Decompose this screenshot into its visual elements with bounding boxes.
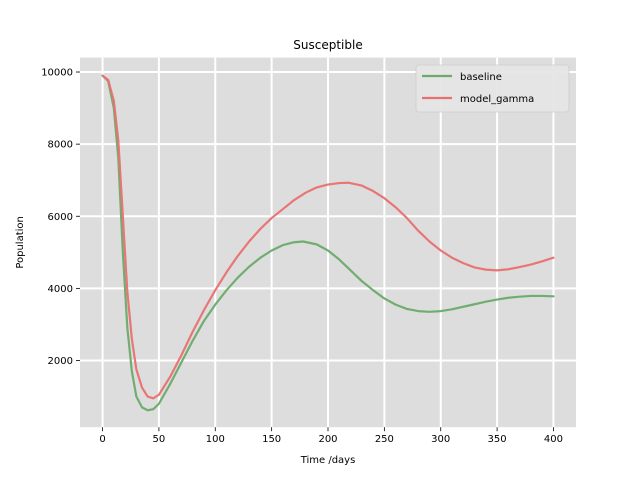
legend-label-model-gamma: model_gamma bbox=[460, 94, 534, 105]
legend: baseline model_gamma bbox=[415, 64, 570, 113]
tick-labels: 0 50 100 150 200 250 300 350 400 2000 4000 6000 8000… bbox=[41, 68, 563, 446]
x-tick-label: 250 bbox=[375, 434, 394, 445]
x-axis-label: Time /days bbox=[300, 455, 356, 466]
y-tick-label: 8000 bbox=[48, 140, 73, 151]
y-tick-label: 2000 bbox=[48, 356, 73, 367]
y-tick-label: 4000 bbox=[48, 284, 73, 295]
legend-box bbox=[415, 64, 570, 113]
y-axis-label: Population bbox=[15, 216, 26, 269]
series-line-model-gamma bbox=[101, 74, 555, 400]
grid-lines bbox=[80, 57, 576, 428]
x-tick-label: 300 bbox=[431, 434, 450, 445]
x-tick-label: 200 bbox=[318, 434, 337, 445]
legend-label-baseline: baseline bbox=[460, 72, 502, 83]
x-tick-label: 400 bbox=[544, 434, 563, 445]
y-tick-label: 10000 bbox=[41, 68, 73, 79]
x-tick-label: 100 bbox=[206, 434, 225, 445]
x-tick-label: 350 bbox=[488, 434, 507, 445]
x-tick-label: 0 bbox=[99, 434, 105, 445]
series-lines bbox=[101, 74, 555, 412]
x-tick-label: 150 bbox=[262, 434, 281, 445]
y-tick-label: 6000 bbox=[48, 212, 73, 223]
x-tick-label: 50 bbox=[153, 434, 166, 445]
chart-title: Susceptible bbox=[293, 38, 362, 52]
series-line-baseline bbox=[101, 74, 555, 412]
